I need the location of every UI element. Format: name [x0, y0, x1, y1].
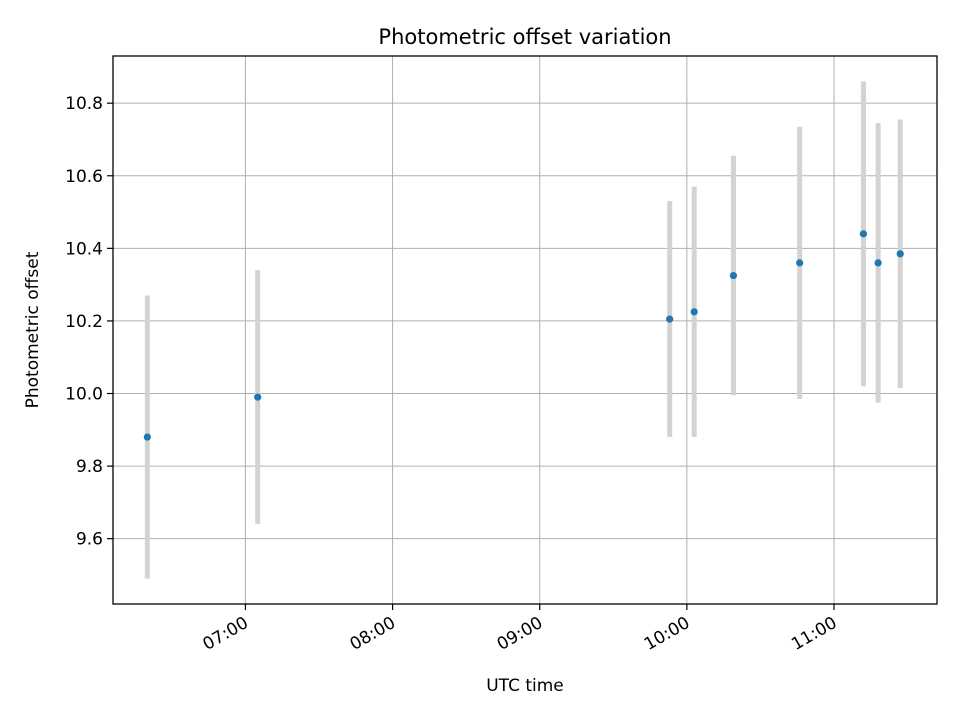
- y-axis-label: Photometric offset: [23, 251, 43, 408]
- y-tick-label: 9.8: [76, 457, 103, 477]
- data-point: [859, 230, 868, 238]
- x-tick-label: 09:00: [494, 613, 546, 655]
- y-tick-label: 10.6: [65, 167, 103, 187]
- data-point: [666, 315, 674, 323]
- grid: [113, 56, 937, 604]
- x-axis-label: UTC time: [486, 676, 564, 696]
- x-tick-label: 10:00: [641, 613, 693, 655]
- y-tick-label: 9.6: [76, 530, 103, 550]
- y-tick-label: 10.2: [65, 312, 103, 332]
- error-bars: [144, 81, 903, 579]
- data-point: [729, 271, 738, 280]
- chart-title: Photometric offset variation: [378, 25, 671, 49]
- data-point: [796, 259, 804, 267]
- data-points: [143, 230, 904, 441]
- x-tick-label: 11:00: [788, 613, 840, 655]
- data-point: [254, 393, 262, 401]
- x-tick-label: 07:00: [199, 613, 251, 655]
- y-axis-ticks: 9.6 9.8 10.0 10.2 10.4 10.6 10.8: [65, 94, 113, 550]
- y-tick-label: 10.4: [65, 239, 103, 259]
- data-point: [874, 259, 882, 267]
- y-tick-label: 10.0: [65, 385, 103, 405]
- x-axis-ticks: 07:00 08:00 09:00 10:00 11:00: [199, 604, 841, 655]
- y-tick-label: 10.8: [65, 94, 103, 114]
- plot-frame: [112, 55, 938, 605]
- data-point: [143, 433, 151, 441]
- data-point: [896, 250, 904, 258]
- x-tick-label: 08:00: [347, 613, 399, 655]
- data-point: [690, 308, 698, 316]
